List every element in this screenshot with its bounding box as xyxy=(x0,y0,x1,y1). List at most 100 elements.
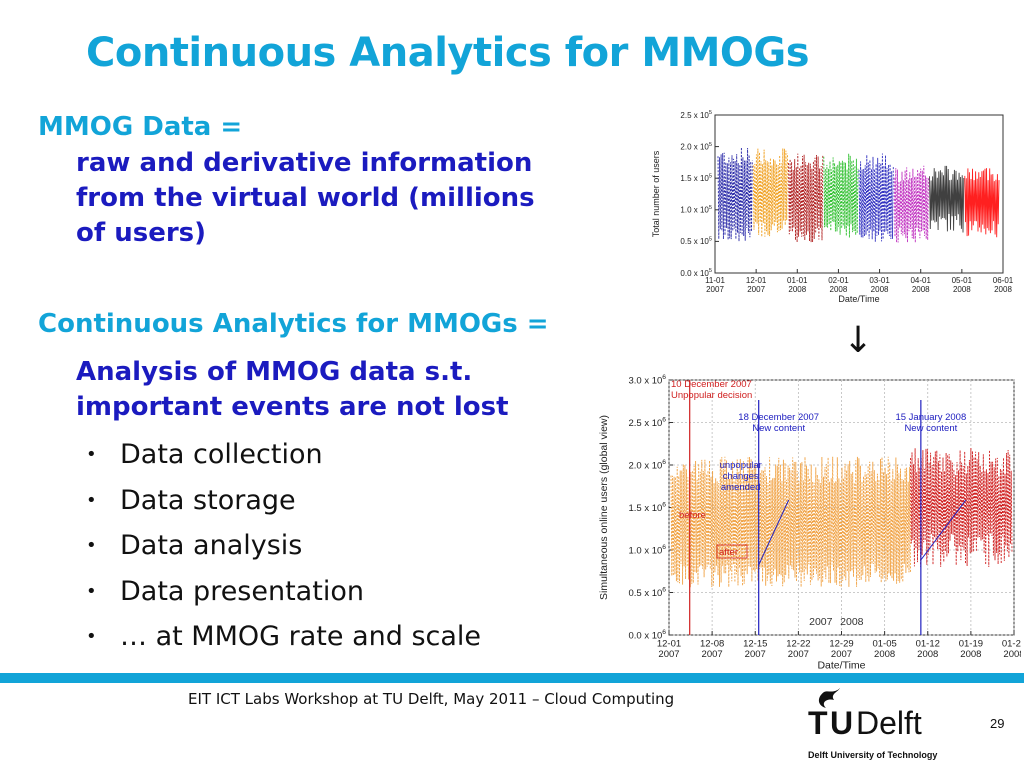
x-tick-label: 2007 xyxy=(745,649,766,660)
svg-text:Delft University of Technology: Delft University of Technology xyxy=(808,750,937,760)
x-tick-label: 2008 xyxy=(917,649,938,660)
x-tick-label: 12-01 xyxy=(657,639,681,650)
x-tick-label: 2008 xyxy=(960,649,981,660)
x-tick-label: 2008 xyxy=(788,285,806,294)
series-line xyxy=(910,447,1013,568)
x-tick-label: 2008 xyxy=(994,285,1012,294)
total-users-chart: 0.0 x 105 0.5 x 105 1.0 x 105 1.5 x 105 2.0 … xyxy=(645,105,1015,305)
x-tick-label: 01-19 xyxy=(959,639,983,650)
section2-line-2: important events are not lost xyxy=(76,392,509,422)
x-tick-label: 2007 xyxy=(747,285,765,294)
y-tick-label: 0.0 x 106 xyxy=(628,629,666,641)
annotation-label: 15 January 2008 xyxy=(895,412,966,423)
bullet-text: Data collection xyxy=(120,439,323,470)
x-tick-label: 11-01 xyxy=(705,276,725,285)
section1-line-2: from the virtual world (millions xyxy=(76,183,535,213)
x-axis-label: Date/Time xyxy=(838,294,879,304)
slide-title: Continuous Analytics for MMOGs xyxy=(86,30,810,76)
x-tick-label: 2008 xyxy=(1003,649,1021,660)
bullet-dot: • xyxy=(86,626,97,647)
year-label: 2007 xyxy=(809,616,833,628)
x-tick-label: 06-01 xyxy=(993,276,1014,285)
x-tick-label: 2008 xyxy=(953,285,971,294)
x-tick-label: 12-08 xyxy=(700,639,724,650)
series-line xyxy=(670,456,911,588)
annotation-label: amended xyxy=(721,482,761,493)
footer-text: EIT ICT Labs Workshop at TU Delft, May 2… xyxy=(188,690,675,708)
bullet-text: Data storage xyxy=(120,484,296,516)
section1-line-1: raw and derivative information xyxy=(76,148,533,178)
bullet-dot: • xyxy=(86,535,97,556)
bullet-list: • Data collection • Data storage • Data ana… xyxy=(86,432,481,660)
section2-line-1: Analysis of MMOG data s.t. xyxy=(76,357,473,387)
section2-heading: Continuous Analytics for MMOGs = xyxy=(38,309,549,339)
annotation-label: New content xyxy=(752,423,805,434)
bullet-item: • Data analysis xyxy=(86,523,481,569)
annotation-label: changes xyxy=(723,471,759,482)
y-tick-label: 1.5 x 106 xyxy=(628,502,666,514)
online-users-chart: 0.0 x 106 0.5 x 106 1.0 x 106 1.5 x 106 2.0 … xyxy=(593,368,1024,672)
x-tick-label: 01-05 xyxy=(872,639,896,650)
bullet-item: • Data storage xyxy=(86,478,481,524)
series-line xyxy=(788,153,824,243)
y-tick-label: 2.5 x 106 xyxy=(628,417,666,429)
annotation-box xyxy=(716,544,748,559)
annotation-label: 18 December 2007 xyxy=(738,412,819,423)
total-users-chart-svg: 0.0 x 105 0.5 x 105 1.0 x 105 1.5 x 105 2.0 … xyxy=(651,110,1014,304)
annotation-label: 10 December 2007 xyxy=(671,379,752,390)
y-tick-label: 1.0 x 105 xyxy=(680,205,712,215)
x-tick-label: 2007 xyxy=(702,649,723,660)
y-tick-label: 0.5 x 106 xyxy=(628,587,666,599)
tudelft-logo-icon: T U Delft Delft University of Technology xyxy=(808,688,937,760)
bullet-dot: • xyxy=(86,489,97,511)
bullet-text: Data analysis xyxy=(120,530,303,561)
x-tick-label: 2007 xyxy=(831,649,852,660)
x-tick-label: 01-26 xyxy=(1002,639,1021,650)
annotation-label: unpopular xyxy=(720,460,762,471)
y-axis-label: Simultaneous online users (global view) xyxy=(598,415,610,600)
bullet-item: • … at MMOG rate and scale xyxy=(86,614,481,660)
x-tick-label: 2007 xyxy=(788,649,809,660)
y-tick-label: 1.0 x 106 xyxy=(628,544,666,556)
x-tick-label: 2007 xyxy=(706,285,724,294)
annotation-label: Unpopular decision xyxy=(671,390,752,401)
bullet-dot: • xyxy=(86,580,97,602)
x-tick-label: 2008 xyxy=(912,285,930,294)
x-tick-label: 12-01 xyxy=(746,276,767,285)
y-tick-label: 2.5 x 105 xyxy=(680,110,712,120)
bullet-item: • Data collection xyxy=(86,432,481,478)
page-number: 29 xyxy=(990,716,1005,731)
x-axis-label: Date/Time xyxy=(817,660,865,671)
series-line xyxy=(717,147,753,242)
annotation-label: New content xyxy=(904,423,957,434)
down-arrow-icon: ↓ xyxy=(843,320,874,361)
x-tick-label: 12-29 xyxy=(829,639,853,650)
x-tick-label: 01-12 xyxy=(916,639,940,650)
y-tick-label: 0.0 x 105 xyxy=(680,268,712,278)
bullet-dot: • xyxy=(86,444,97,465)
tudelft-logo: T U Delft Delft University of Technology xyxy=(808,684,1013,768)
y-tick-label: 2.0 x 105 xyxy=(680,142,712,152)
x-tick-label: 01-01 xyxy=(787,276,808,285)
series-line xyxy=(823,153,859,238)
bullet-item: • Data presentation xyxy=(86,569,481,615)
y-tick-label: 3.0 x 106 xyxy=(628,374,666,386)
bullet-text: … at MMOG rate and scale xyxy=(120,621,482,652)
svg-text:U: U xyxy=(830,705,853,741)
x-tick-label: 12-22 xyxy=(786,639,810,650)
x-tick-label: 2008 xyxy=(871,285,889,294)
annotation-label: after xyxy=(719,547,738,558)
x-tick-label: 02-01 xyxy=(828,276,849,285)
x-tick-label: 2007 xyxy=(658,649,679,660)
bullet-text: Data presentation xyxy=(120,575,364,607)
x-tick-label: 2008 xyxy=(830,285,848,294)
series-line xyxy=(964,168,1000,238)
annotation-label: before xyxy=(679,510,706,521)
footer-bar xyxy=(0,673,1024,683)
series-line xyxy=(893,165,929,243)
svg-text:T: T xyxy=(808,705,828,741)
annotation-arrow xyxy=(758,499,790,566)
online-users-chart-svg: 0.0 x 106 0.5 x 106 1.0 x 106 1.5 x 106 2.0 … xyxy=(598,374,1024,671)
svg-text:Delft: Delft xyxy=(856,705,922,741)
series-line xyxy=(929,165,965,233)
